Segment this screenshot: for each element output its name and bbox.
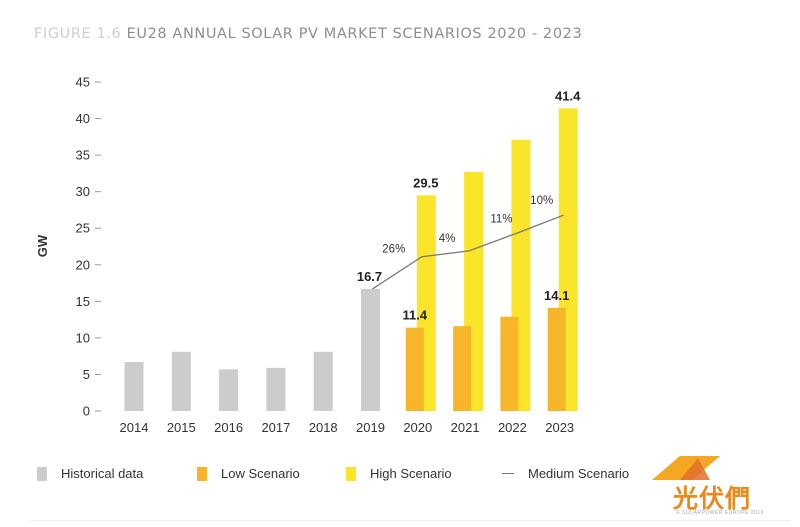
growth-label: 4% bbox=[439, 233, 456, 245]
y-tick-label: 20 bbox=[76, 257, 90, 272]
legend-label-high: High Scenario bbox=[370, 466, 452, 481]
growth-label: 26% bbox=[382, 244, 405, 256]
growth-label: 11% bbox=[490, 213, 512, 225]
legend-label-low: Low Scenario bbox=[221, 466, 300, 481]
x-tick-label: 2017 bbox=[261, 420, 290, 435]
y-tick-label: 25 bbox=[76, 221, 90, 236]
x-tick-label: 2015 bbox=[167, 420, 196, 435]
y-tick-label: 45 bbox=[76, 75, 90, 90]
line-medium-scenario bbox=[372, 214, 564, 290]
x-tick-label: 2018 bbox=[309, 420, 338, 435]
logo-shape-icon bbox=[652, 456, 720, 480]
data-label: 11.4 bbox=[403, 308, 428, 323]
data-label: 16.7 bbox=[357, 269, 382, 284]
figure-label: FIGURE 1.6 bbox=[34, 26, 122, 42]
legend-label-historical: Historical data bbox=[61, 466, 144, 481]
data-label: 29.5 bbox=[413, 175, 438, 190]
y-tick-label: 30 bbox=[76, 184, 90, 199]
watermark-text: 光伏們 bbox=[673, 484, 752, 513]
y-tick-label: 0 bbox=[83, 404, 90, 419]
legend-label-medium: Medium Scenario bbox=[528, 466, 630, 481]
legend-item-historical: Historical data bbox=[37, 466, 143, 481]
data-label: 14.1 bbox=[544, 288, 569, 303]
bar-low-scenario bbox=[547, 307, 566, 411]
bar-historical bbox=[361, 288, 380, 411]
x-tick-label: 2022 bbox=[498, 420, 527, 435]
title-text: EU28 ANNUAL SOLAR PV MARKET SCENARIOS 20… bbox=[126, 26, 583, 42]
y-tick-label: 40 bbox=[76, 111, 90, 126]
y-tick-label: 15 bbox=[76, 294, 90, 309]
watermark-subtext: © SOLARPOWER EUROPE 2019 bbox=[676, 510, 764, 516]
x-tick-label: 2019 bbox=[356, 420, 385, 435]
chart-title: FIGURE 1.6 EU28 ANNUAL SOLAR PV MARKET S… bbox=[34, 26, 582, 42]
bar-historical bbox=[219, 369, 239, 411]
x-tick-label: 2021 bbox=[451, 420, 480, 435]
bar-historical bbox=[266, 367, 286, 411]
data-label: 41.4 bbox=[555, 88, 581, 103]
legend-line-medium bbox=[502, 472, 514, 475]
y-tick-label: 5 bbox=[83, 367, 90, 382]
y-tick-label: 10 bbox=[76, 330, 90, 345]
legend-item-high: High Scenario bbox=[346, 466, 452, 481]
x-tick-label: 2020 bbox=[403, 420, 432, 435]
x-tick-label: 2023 bbox=[545, 420, 574, 435]
legend-swatch-historical bbox=[37, 466, 47, 481]
bar-historical bbox=[313, 351, 333, 411]
x-tick-label: 2016 bbox=[214, 420, 243, 435]
bar-historical bbox=[124, 362, 144, 411]
legend-swatch-high bbox=[346, 466, 356, 481]
y-axis-label: GW bbox=[35, 234, 50, 257]
y-tick-label: 35 bbox=[76, 148, 90, 163]
divider bbox=[30, 520, 790, 521]
legend-item-low: Low Scenario bbox=[197, 466, 300, 481]
bar-low-scenario bbox=[500, 316, 519, 411]
x-tick-label: 2014 bbox=[120, 420, 149, 435]
bar-low-scenario bbox=[453, 326, 472, 411]
legend-swatch-low bbox=[197, 466, 207, 481]
watermark-logo: 光伏們 © SOLARPOWER EUROPE 2019 bbox=[640, 452, 790, 522]
legend: Historical data Low Scenario High Scenar… bbox=[0, 466, 800, 486]
legend-item-medium: Medium Scenario bbox=[502, 466, 629, 481]
bar-low-scenario bbox=[405, 327, 424, 411]
growth-label: 10% bbox=[530, 195, 553, 207]
bar-historical bbox=[171, 351, 191, 411]
chart-area: 0 5 10 15 20 25 30 35 40 45 GW 2014 2015 2016 2017 2018… bbox=[35, 75, 581, 436]
